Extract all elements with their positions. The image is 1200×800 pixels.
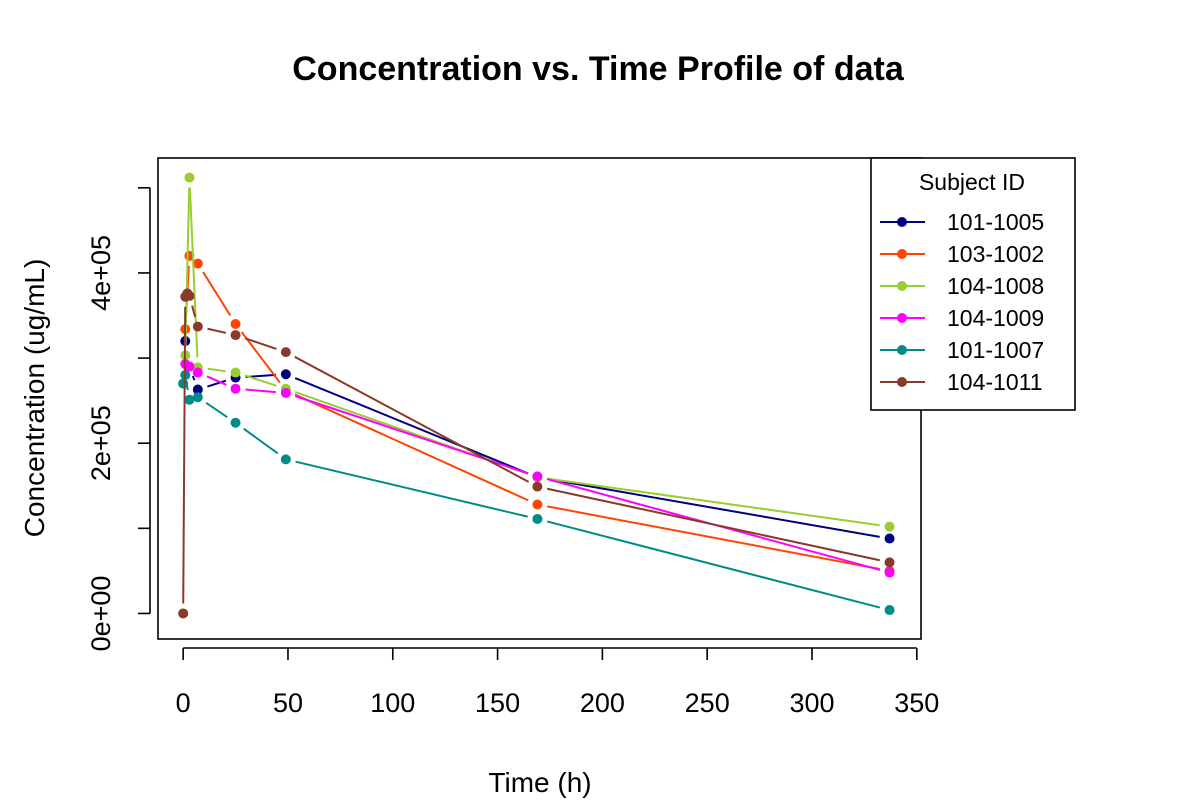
series-line-segment: [245, 388, 276, 394]
series-line-segment: [191, 375, 196, 381]
legend-label: 104-1008: [947, 273, 1044, 299]
legend-title: Subject ID: [919, 169, 1025, 195]
data-point: [192, 367, 203, 378]
series-layer: [178, 172, 895, 619]
legend-item: 104-1009: [880, 305, 1044, 331]
data-point: [884, 521, 895, 532]
data-point: [192, 321, 203, 332]
legend-swatch-point: [897, 217, 907, 227]
series-line-segment: [294, 377, 529, 475]
legend-swatch-point: [897, 313, 907, 323]
series-line-segment: [294, 355, 530, 483]
y-tick-label: 4e+05: [86, 235, 116, 311]
series-line-segment: [202, 271, 232, 317]
series-line-segment: [294, 393, 529, 502]
legend-label: 104-1009: [947, 305, 1044, 331]
data-point: [532, 499, 543, 510]
data-point: [280, 369, 291, 380]
y-tick-label: 0e+00: [86, 576, 116, 652]
legend-item: 101-1005: [880, 209, 1044, 235]
data-point: [192, 392, 203, 403]
series-line-segment: [547, 477, 880, 527]
data-point: [884, 605, 895, 616]
legend-item: 101-1007: [880, 337, 1044, 363]
data-point: [230, 417, 241, 428]
x-tick-label: 350: [894, 688, 939, 718]
x-axis-label: Time (h): [488, 767, 591, 798]
series-line-segment: [547, 505, 880, 571]
series-line-segment: [207, 379, 227, 388]
x-tick-label: 0: [176, 688, 191, 718]
y-axis-label: Concentration (ug/mL): [19, 259, 50, 538]
data-point: [884, 557, 895, 568]
legend-item: 103-1002: [880, 241, 1044, 267]
series-line-segment: [205, 402, 228, 418]
x-tick-label: 250: [685, 688, 730, 718]
x-tick-label: 150: [475, 688, 520, 718]
x-tick-label: 300: [789, 688, 834, 718]
data-point: [532, 471, 543, 482]
series-line-segment: [547, 477, 880, 538]
data-point: [184, 361, 195, 372]
legend: Subject ID 101-1005 103-1002 104-1008 104-1…: [870, 157, 1076, 411]
legend-label: 104-1011: [947, 369, 1043, 395]
data-point: [184, 172, 195, 183]
x-tick-label: 100: [370, 688, 415, 718]
data-point: [884, 533, 895, 544]
series-line-segment: [546, 487, 880, 562]
legend-label: 103-1002: [947, 241, 1044, 267]
legend-item: 104-1008: [880, 273, 1044, 299]
series-line-segment: [546, 520, 881, 609]
series-104-1009: [180, 359, 895, 578]
chart-title: Concentration vs. Time Profile of data: [292, 50, 905, 88]
series-line-segment: [244, 337, 277, 350]
series-line-segment: [207, 367, 226, 373]
data-point: [178, 378, 189, 389]
y-tick-label: 2e+05: [86, 405, 116, 481]
y-axis: 0e+00 2e+05 4e+05: [86, 186, 151, 652]
legend-swatch-point: [897, 249, 907, 259]
data-point: [280, 454, 291, 465]
legend-swatch-point: [897, 377, 907, 387]
data-point: [178, 608, 189, 619]
data-point: [280, 347, 291, 358]
legend-items: 101-1005 103-1002 104-1008 104-1009 101-1007…: [880, 209, 1044, 395]
data-point: [884, 567, 895, 578]
plot-frame: [157, 157, 922, 640]
data-point: [230, 319, 241, 330]
series-line-segment: [295, 460, 528, 518]
legend-item: 104-1011: [880, 369, 1043, 395]
legend-swatch-point: [897, 345, 907, 355]
data-point: [230, 383, 241, 394]
legend-label: 101-1005: [947, 209, 1044, 235]
series-line-segment: [184, 187, 191, 346]
data-point: [532, 481, 543, 492]
data-point: [532, 513, 543, 524]
series-101-1007: [178, 370, 895, 616]
legend-label: 101-1007: [947, 337, 1044, 363]
x-axis: 0 50 100 150 200 250 300 350: [176, 647, 939, 718]
data-point: [192, 384, 203, 395]
data-point: [280, 387, 291, 398]
data-point: [184, 290, 195, 301]
series-line-segment: [206, 375, 227, 386]
series-line-segment: [191, 305, 197, 318]
series-line-segment: [295, 395, 529, 475]
data-point: [184, 394, 195, 405]
data-point: [230, 330, 241, 341]
series-line-segment: [207, 327, 227, 334]
x-tick-label: 50: [273, 688, 303, 718]
series-line-segment: [182, 306, 187, 604]
series-line-segment: [188, 187, 199, 358]
series-line-segment: [240, 331, 281, 384]
series-103-1002: [180, 250, 895, 576]
legend-swatch-point: [897, 281, 907, 291]
series-line-segment: [243, 427, 279, 455]
data-point: [230, 367, 241, 378]
series-104-1011: [178, 288, 895, 619]
x-tick-label: 200: [580, 688, 625, 718]
data-point: [192, 258, 203, 269]
series-line-segment: [244, 374, 277, 387]
